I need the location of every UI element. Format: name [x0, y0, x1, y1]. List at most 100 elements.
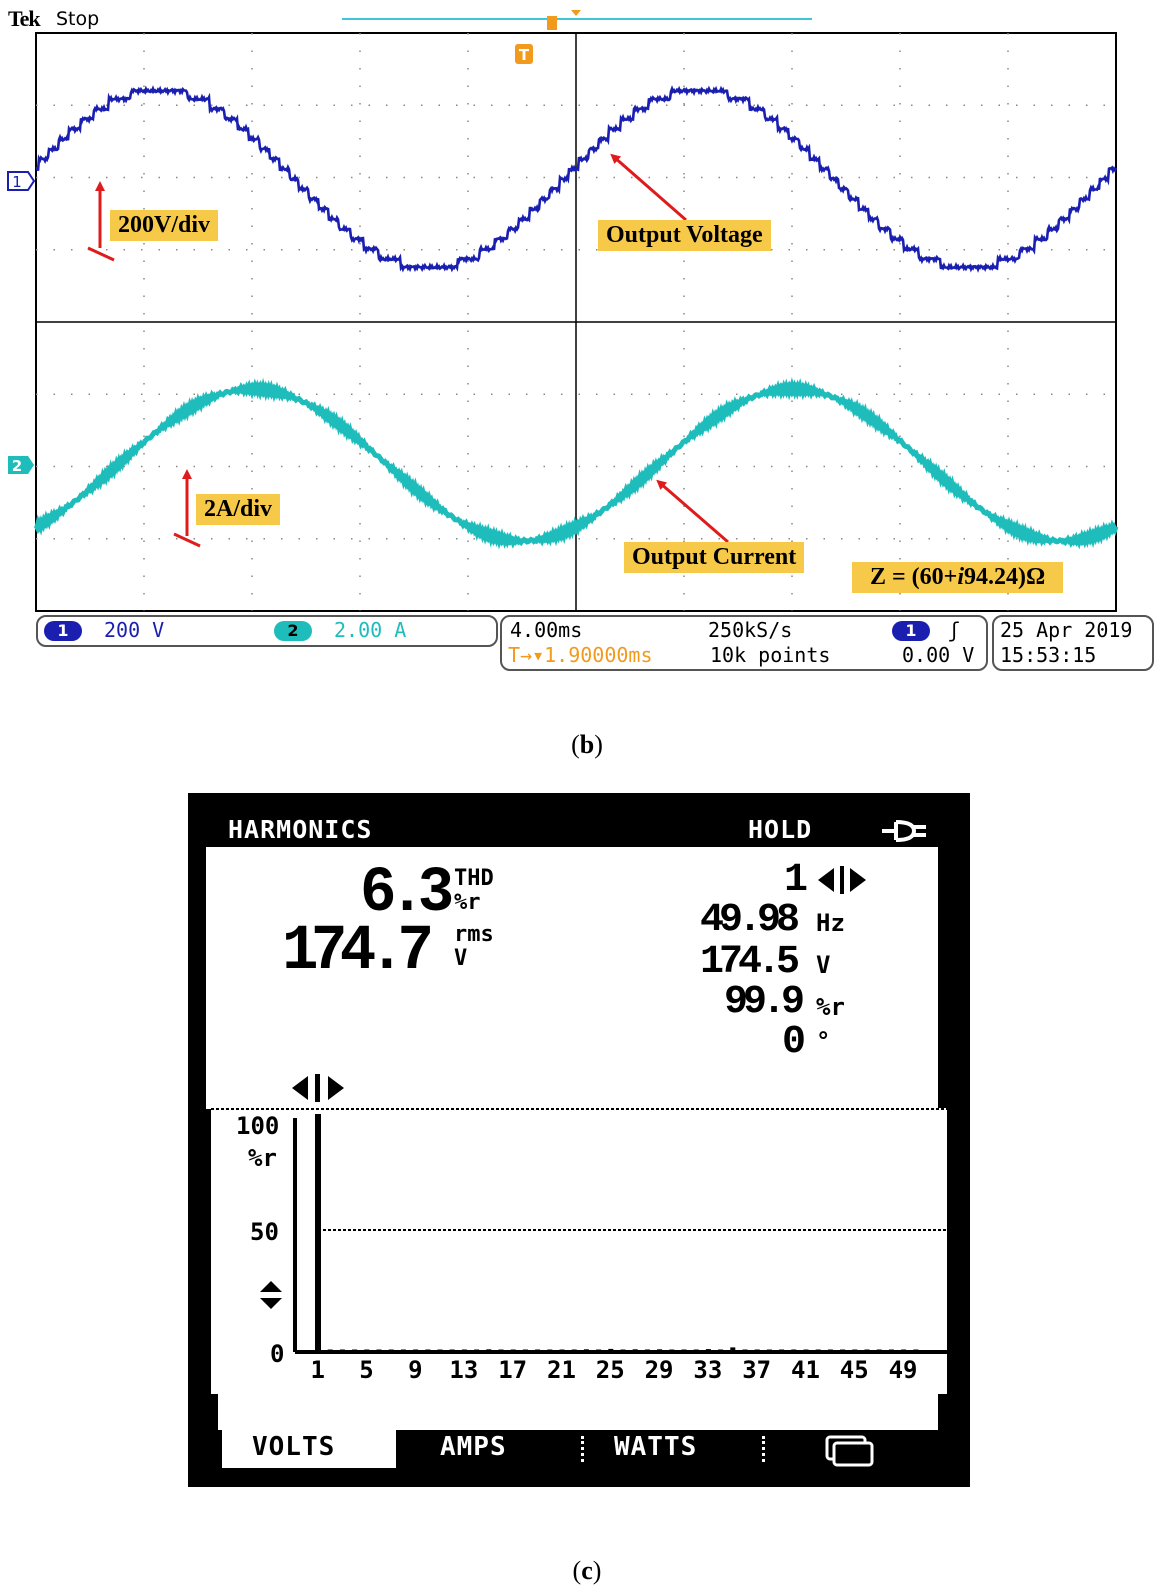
harmonic-bar-12 [449, 1349, 455, 1351]
y-label-50: 50 [250, 1218, 279, 1246]
ch1-badge: 1 [44, 621, 82, 641]
harmonic-bar-14 [474, 1349, 480, 1351]
harmonic-bar-9 [413, 1349, 419, 1351]
harmonic-bar-5 [364, 1349, 370, 1351]
series-output-current-line [33, 377, 1119, 550]
trigger-point-top-icon [571, 10, 581, 16]
impedance-imag-unit: i [957, 564, 965, 590]
voltage-scale-annotation: 200V/div [110, 210, 219, 241]
harmonic-bar-24 [596, 1349, 602, 1351]
harmonic-bar-29 [657, 1349, 663, 1351]
scope-graticule [36, 33, 1116, 611]
rms-value: 174.7 [282, 916, 434, 988]
hold-indicator: HOLD [748, 815, 813, 844]
harmonic-bar-10 [425, 1349, 431, 1351]
harmonic-bar-48 [888, 1349, 894, 1351]
caption-b-letter: b [579, 730, 595, 759]
harmonic-bar-26 [620, 1349, 626, 1351]
harmonic-bar-27 [632, 1349, 638, 1351]
harmonic-bar-19 [535, 1349, 541, 1351]
impedance-annotation: Z = (60+i94.24)Ω [852, 562, 1064, 593]
harmonic-bar-39 [779, 1349, 785, 1351]
harmonic-voltage-unit: V [816, 951, 831, 979]
harmonic-bar-49 [901, 1349, 907, 1351]
bar-cursor-icon[interactable] [290, 1074, 346, 1102]
trigger-delay: T→▾1.90000ms [508, 643, 653, 667]
harmonic-bar-36 [742, 1349, 748, 1351]
harmonic-bar-18 [522, 1349, 528, 1351]
output-voltage-annotation: Output Voltage [598, 220, 771, 251]
up-down-arrows-icon[interactable] [258, 1280, 284, 1310]
output-current-annotation: Output Current [624, 542, 805, 573]
current-scale-arrow-base [173, 532, 201, 548]
trigger-position-t-icon [547, 16, 557, 30]
trigger-slope: ʃ [948, 618, 961, 642]
rms-unit: V [454, 946, 468, 971]
harmonic-bar-11 [437, 1349, 443, 1351]
harmonic-bar-6 [376, 1349, 382, 1351]
harmonic-bar-20 [547, 1349, 553, 1351]
output-current-pointer-arrow [656, 479, 729, 544]
harmonic-bar-46 [864, 1349, 870, 1351]
frequency-unit: Hz [816, 909, 845, 937]
harmonic-bar-40 [791, 1349, 797, 1351]
tab-watts[interactable]: WATTS [614, 1432, 698, 1462]
harmonic-percent-value: 99.9 [724, 980, 805, 1025]
impedance-prefix: Z = (60+ [870, 564, 958, 590]
x-tick-label-17: 17 [498, 1356, 528, 1384]
harmonic-bar-21 [559, 1349, 565, 1351]
harmonic-bar-41 [803, 1349, 809, 1351]
trigger-source-badge: 1 [892, 621, 930, 641]
ch2-scale: 2.00 A [334, 618, 407, 642]
caption-c-letter: c [581, 1556, 593, 1585]
left-right-cursor-icon[interactable] [816, 866, 868, 894]
x-tick-label-21: 21 [547, 1356, 576, 1384]
harmonic-bar-47 [876, 1349, 882, 1351]
harmonic-bar-32 [693, 1349, 699, 1351]
scope-brand: Tek [8, 6, 41, 31]
timebase-readout: 4.00ms 250kS/s 1 ʃ T→▾1.90000ms 10k poin… [500, 615, 988, 671]
harmonic-bar-4 [352, 1349, 358, 1351]
harmonic-percent-unit: %r [816, 993, 845, 1021]
screen-icon[interactable] [824, 1434, 876, 1468]
x-tick-label-37: 37 [742, 1356, 772, 1384]
harmonic-bar-1 [315, 1114, 321, 1351]
tab-volts[interactable]: VOLTS [222, 1430, 396, 1468]
harmonic-bar-17 [510, 1349, 516, 1351]
ch2-badge: 2 [274, 621, 312, 641]
harmonic-bar-30 [669, 1349, 675, 1351]
tab-volts-label: VOLTS [252, 1432, 336, 1462]
voltage-scale-arrow-base [87, 246, 115, 262]
harmonic-voltage-value: 174.5 [700, 940, 800, 985]
sample-rate: 250kS/s [708, 618, 793, 642]
tab-divider [581, 1436, 587, 1462]
tab-divider-2 [762, 1436, 768, 1462]
harmonic-bar-34 [718, 1349, 724, 1351]
harmonic-bar-50 [913, 1349, 919, 1351]
record-length: 10k points [710, 643, 831, 667]
trigger-level: 0.00 V [902, 643, 975, 667]
current-scale-annotation: 2A/div [196, 494, 281, 525]
x-tick-label-29: 29 [644, 1356, 674, 1384]
harmonic-bar-43 [827, 1349, 833, 1351]
x-tick-label-33: 33 [693, 1356, 723, 1384]
thd-unit: %r [454, 890, 481, 915]
harmonic-bar-37 [754, 1349, 760, 1351]
harmonic-bar-44 [840, 1349, 846, 1351]
harmonic-bar-7 [388, 1349, 394, 1351]
x-tick-label-41: 41 [791, 1356, 820, 1384]
trigger-t-marker [515, 44, 533, 64]
x-tick-label-45: 45 [839, 1356, 869, 1384]
harmonic-bar-35 [730, 1347, 736, 1351]
tab-amps[interactable]: AMPS [440, 1432, 507, 1462]
frequency-value: 49.98 [700, 898, 800, 943]
impedance-suffix: 94.24)Ω [964, 564, 1046, 590]
svg-text:2: 2 [12, 457, 22, 475]
y-label-0: 0 [270, 1340, 285, 1368]
channel-1-marker: 1 [7, 171, 36, 191]
output-voltage-pointer-arrow [610, 153, 687, 222]
trigger-t-marker-text: T [519, 46, 530, 64]
thd-value: 6.3 [360, 858, 454, 930]
thd-label: THD [454, 866, 494, 891]
rms-label: rms [454, 922, 494, 947]
